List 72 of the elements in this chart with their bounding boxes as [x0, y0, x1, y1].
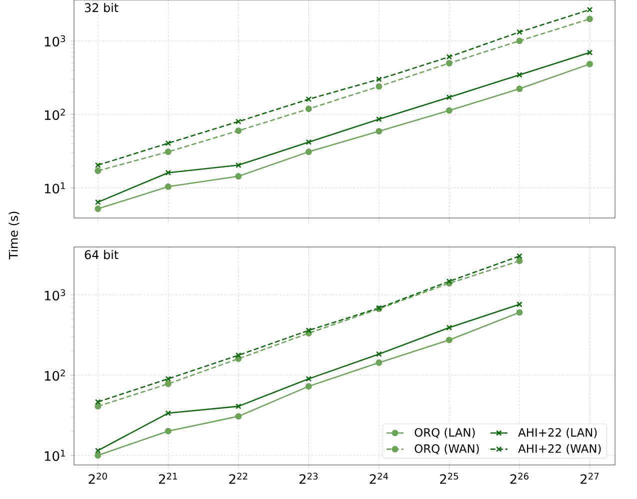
y-tick-label: 10$^{3}$ — [44, 35, 66, 47]
legend-label: AHI+22 (LAN) — [518, 428, 597, 438]
x-tick-label: 2$^{20}$ — [88, 472, 107, 484]
point — [446, 278, 452, 284]
point — [446, 60, 452, 66]
point — [94, 168, 102, 174]
y-tick-label: 10$^{2}$ — [44, 370, 65, 381]
x-tick-label: 2$^{22}$ — [229, 472, 248, 484]
point — [165, 140, 172, 146]
point — [376, 116, 382, 122]
point — [236, 352, 242, 358]
chart-title: 32 bit — [84, 2, 118, 12]
point — [516, 309, 523, 316]
point — [164, 380, 172, 388]
x-tick-label: 2$^{21}$ — [158, 472, 177, 484]
point — [376, 83, 382, 90]
x-tick-label: 2$^{24}$ — [370, 472, 388, 484]
point — [164, 428, 172, 434]
y-tick-label: 10$^{1}$ — [44, 182, 65, 194]
point — [446, 336, 452, 344]
point — [305, 383, 312, 390]
point — [165, 376, 172, 382]
chart-title: 64 bit — [84, 250, 118, 260]
point — [164, 183, 172, 190]
point — [446, 107, 452, 114]
point — [516, 38, 523, 44]
point — [376, 128, 382, 134]
point — [586, 6, 593, 13]
point — [446, 54, 452, 60]
x-tick-label: 2$^{23}$ — [300, 472, 318, 484]
point — [94, 206, 102, 212]
y-tick-label: 10$^{1}$ — [44, 450, 65, 461]
x-tick-label: 2$^{25}$ — [440, 472, 458, 484]
point — [376, 359, 382, 366]
legend-label: AHI+22 (WAN) — [518, 444, 601, 454]
point — [516, 253, 522, 260]
point — [165, 410, 172, 416]
y-axis-title: Time (s) — [8, 212, 20, 260]
point — [376, 351, 382, 357]
point — [235, 173, 242, 180]
point — [516, 86, 523, 92]
point — [235, 413, 242, 420]
point — [235, 127, 242, 134]
point — [95, 162, 101, 168]
point — [305, 106, 312, 112]
point — [516, 258, 523, 264]
point — [94, 452, 102, 459]
point — [306, 327, 312, 334]
legend-label: ORQ (WAN) — [414, 444, 479, 454]
point — [95, 399, 101, 405]
point — [94, 403, 102, 410]
x-tick-label: 2$^{27}$ — [580, 472, 599, 484]
point — [446, 94, 452, 100]
point — [306, 96, 312, 102]
x-tick-label: 2$^{26}$ — [510, 472, 529, 484]
point — [376, 76, 382, 82]
point — [236, 162, 242, 168]
point — [516, 72, 522, 78]
point — [306, 139, 312, 146]
point — [516, 29, 522, 35]
y-tick-label: 10$^{2}$ — [44, 108, 65, 120]
point — [236, 118, 242, 124]
legend-label: ORQ (LAN) — [414, 428, 475, 438]
point — [586, 60, 593, 68]
y-tick-label: 10$^{3}$ — [44, 289, 66, 300]
point — [164, 148, 172, 156]
point — [165, 170, 172, 176]
point — [306, 376, 312, 382]
point — [586, 16, 593, 22]
point — [446, 324, 452, 331]
point — [236, 403, 242, 410]
point — [305, 148, 312, 156]
